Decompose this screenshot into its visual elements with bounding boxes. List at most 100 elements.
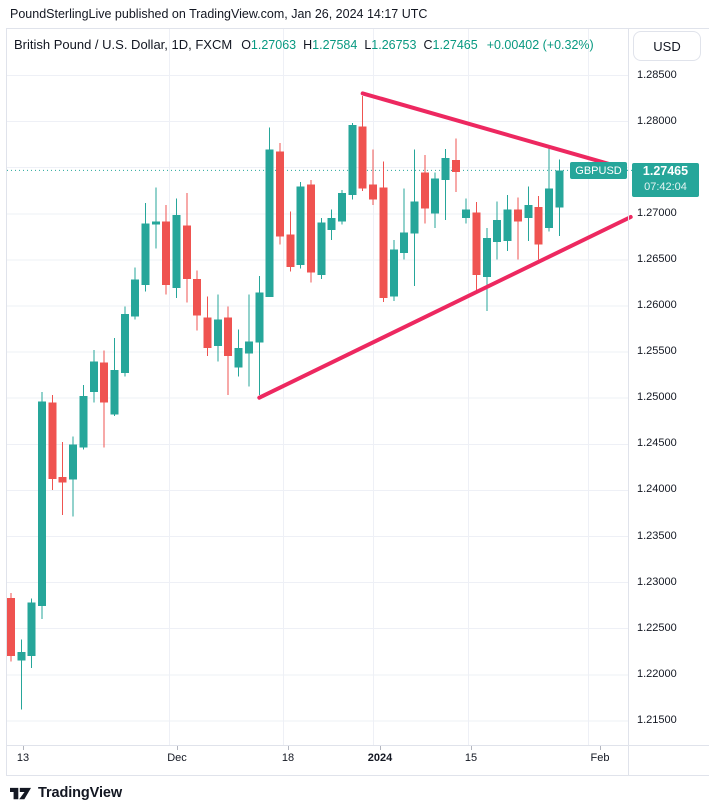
candle[interactable] — [524, 186, 533, 241]
candle[interactable] — [338, 190, 346, 225]
trendline-lower[interactable] — [257, 215, 633, 400]
candle[interactable] — [358, 96, 367, 192]
time-axis-label: Dec — [167, 752, 187, 764]
price-axis-label: 1.23000 — [637, 575, 677, 588]
symbol-price-flag: GBPUSD — [570, 162, 627, 179]
change-value: +0.00402 (+0.32%) — [486, 38, 594, 52]
time-axis-label: 18 — [281, 752, 295, 764]
candle[interactable] — [69, 436, 78, 517]
candle[interactable] — [255, 276, 264, 395]
candle[interactable] — [265, 127, 274, 298]
candle[interactable] — [410, 149, 419, 287]
candle[interactable] — [224, 306, 233, 395]
candle[interactable] — [244, 294, 253, 387]
candle[interactable] — [555, 159, 564, 237]
price-axis-label: 1.27000 — [637, 206, 677, 219]
publication-line: PoundSterlingLive published on TradingVi… — [10, 7, 428, 21]
price-axis-label: 1.22000 — [637, 667, 677, 680]
currency-unit-button[interactable]: USD — [633, 31, 701, 61]
time-axis-separator[interactable] — [6, 745, 709, 746]
price-axis-separator[interactable] — [628, 28, 629, 775]
candle[interactable] — [482, 228, 491, 312]
price-axis-label: 1.28500 — [637, 68, 677, 81]
candle[interactable] — [286, 211, 295, 272]
candle[interactable] — [151, 187, 160, 249]
candle[interactable] — [89, 349, 98, 403]
candle[interactable] — [17, 639, 26, 710]
candle[interactable] — [110, 337, 119, 417]
candle[interactable] — [58, 442, 67, 515]
candle[interactable] — [348, 122, 357, 200]
candle[interactable] — [120, 306, 129, 377]
time-axis-label: 2024 — [367, 752, 393, 764]
last-price-badge: 1.27465 07:42:04 — [632, 163, 699, 197]
candle[interactable] — [193, 270, 202, 331]
candle[interactable] — [38, 392, 46, 619]
candle[interactable] — [79, 384, 88, 450]
candle[interactable] — [213, 294, 222, 362]
price-axis-label: 1.25500 — [637, 345, 677, 358]
candle[interactable] — [131, 267, 140, 320]
time-axis-tick — [380, 746, 381, 750]
candle[interactable] — [431, 172, 440, 228]
candle[interactable] — [141, 203, 150, 292]
price-axis-label: 1.28000 — [637, 114, 677, 127]
symbol-title[interactable]: British Pound / U.S. Dollar, 1D, FXCM — [14, 37, 233, 52]
ohlc-pair: C1.27465 — [423, 38, 478, 52]
card-top-border — [6, 28, 709, 29]
candle[interactable] — [100, 350, 109, 448]
candle[interactable] — [400, 188, 409, 260]
candle[interactable] — [296, 182, 305, 269]
tradingview-wordmark: TradingView — [38, 785, 123, 801]
candle[interactable] — [327, 209, 336, 240]
trendline-upper[interactable] — [360, 91, 620, 169]
time-axis-tick — [177, 746, 178, 750]
candle[interactable] — [513, 197, 522, 260]
candle[interactable] — [379, 161, 388, 302]
ohlc-pair: L1.26753 — [364, 38, 417, 52]
price-axis-label: 1.21500 — [637, 713, 677, 726]
price-axis-label: 1.24500 — [637, 437, 677, 450]
price-axis-label: 1.25000 — [637, 391, 677, 404]
candle[interactable] — [451, 138, 460, 193]
tradingview-logo-link[interactable]: TradingView — [10, 785, 122, 801]
candle[interactable] — [462, 198, 471, 224]
currency-unit-label: USD — [653, 38, 681, 54]
candle[interactable] — [472, 202, 481, 293]
candle[interactable] — [203, 296, 212, 357]
candle[interactable] — [307, 180, 315, 283]
candle[interactable] — [369, 149, 378, 205]
candle[interactable] — [503, 194, 512, 252]
time-axis-tick — [23, 746, 24, 750]
candle[interactable] — [276, 143, 284, 245]
bar-countdown-timer: 07:42:04 — [644, 181, 687, 193]
time-axis-label: 13 — [16, 752, 30, 764]
price-axis-label: 1.26500 — [637, 252, 677, 265]
candle[interactable] — [162, 205, 171, 295]
candles-series[interactable] — [7, 96, 564, 710]
ohlc-pair: O1.27063 — [241, 38, 297, 52]
candle[interactable] — [7, 593, 15, 662]
candle[interactable] — [441, 148, 450, 220]
candle[interactable] — [389, 240, 398, 301]
candle[interactable] — [27, 598, 36, 668]
time-axis-label: 15 — [464, 752, 478, 764]
candle[interactable] — [420, 155, 429, 224]
symbol-price-flag-text: GBPUSD — [575, 164, 622, 177]
candle[interactable] — [48, 394, 57, 490]
candle[interactable] — [493, 201, 502, 260]
chart-legend[interactable]: British Pound / U.S. Dollar, 1D, FXCM O1… — [14, 37, 594, 52]
candle[interactable] — [182, 193, 191, 303]
candle[interactable] — [317, 217, 326, 279]
candle[interactable] — [172, 198, 181, 299]
price-axis-label: 1.23500 — [637, 529, 677, 542]
candle[interactable] — [544, 146, 553, 232]
card-bottom-border — [6, 775, 709, 776]
candlestick-chart[interactable] — [0, 28, 709, 745]
candle[interactable] — [234, 329, 243, 377]
time-axis-tick — [471, 746, 472, 750]
time-axis-tick — [288, 746, 289, 750]
candle[interactable] — [534, 195, 543, 260]
time-axis-tick — [600, 746, 601, 750]
